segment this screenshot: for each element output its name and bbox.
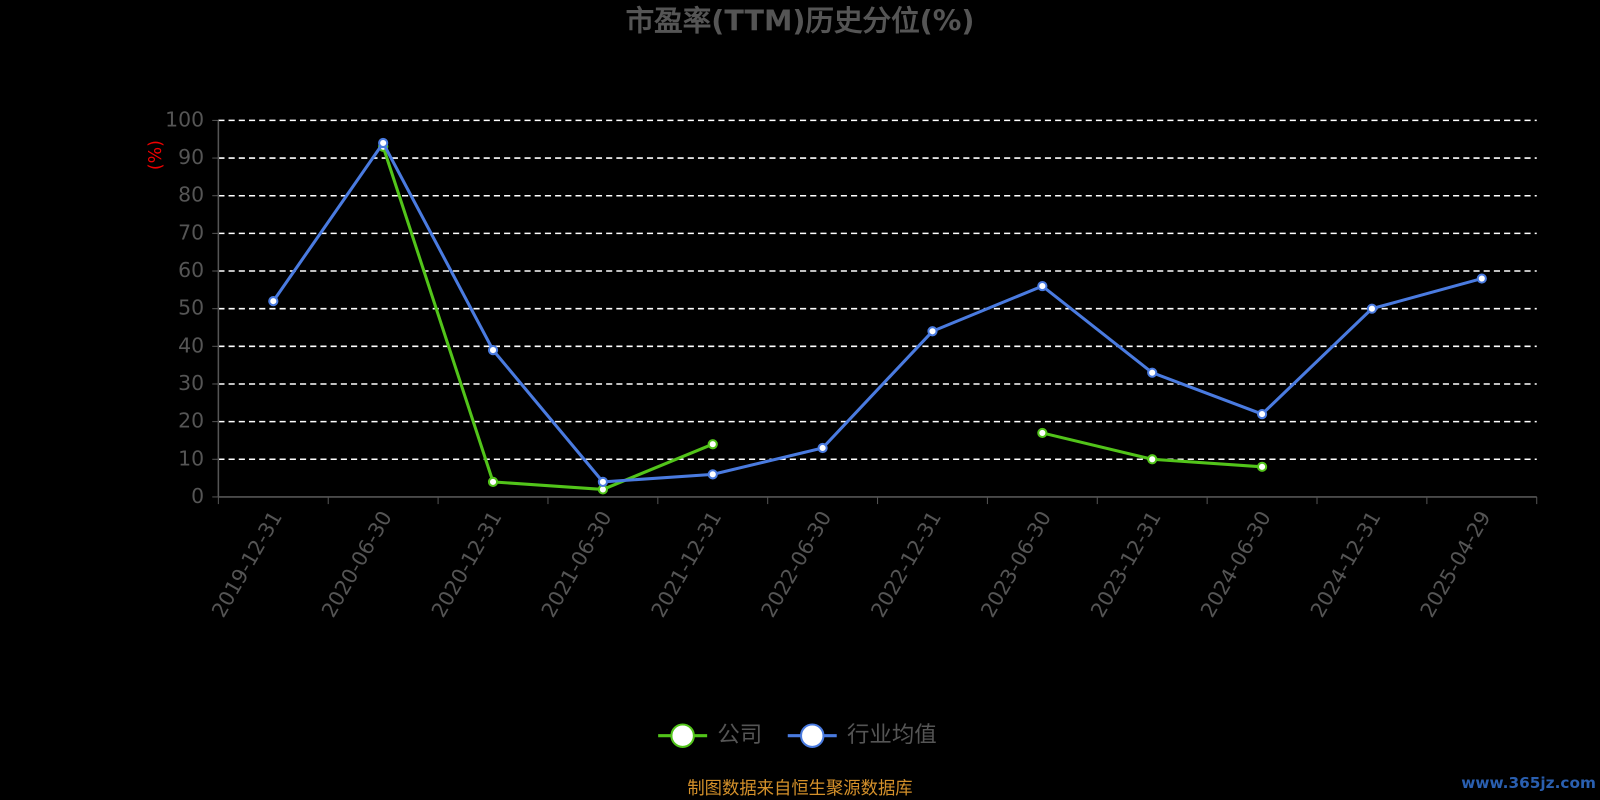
x-tick-label: 2020-06-30 bbox=[317, 507, 397, 622]
series-line bbox=[381, 146, 1263, 491]
data-point bbox=[1147, 454, 1158, 465]
legend-label: 公司 bbox=[717, 722, 762, 748]
data-point bbox=[487, 344, 499, 356]
y-tick-label: 10 bbox=[178, 446, 204, 470]
y-tick-label: 0 bbox=[191, 484, 204, 508]
source-note: 制图数据来自恒生聚源数据库 bbox=[687, 779, 912, 799]
x-tick-label: 2024-06-30 bbox=[1196, 507, 1276, 622]
y-tick-label: 30 bbox=[178, 371, 204, 395]
x-tick-label: 2024-12-31 bbox=[1306, 507, 1386, 622]
data-point bbox=[1366, 303, 1378, 314]
legend-marker bbox=[670, 723, 695, 748]
y-tick-label: 100 bbox=[165, 107, 204, 131]
data-point bbox=[1037, 280, 1048, 292]
data-point bbox=[487, 476, 499, 487]
series-line bbox=[272, 140, 1483, 484]
x-tick-label: 2023-12-31 bbox=[1086, 507, 1166, 622]
data-point bbox=[1256, 409, 1268, 420]
data-point bbox=[1476, 273, 1487, 284]
x-tick-label: 2021-06-30 bbox=[536, 507, 616, 622]
x-tick-label: 2022-06-30 bbox=[756, 507, 836, 622]
data-point bbox=[927, 326, 938, 337]
x-tick-label: 2025-04-29 bbox=[1415, 507, 1495, 622]
x-tick-label: 2023-06-30 bbox=[976, 507, 1056, 622]
y-tick-label: 70 bbox=[178, 220, 204, 244]
y-tick-label: 50 bbox=[178, 296, 204, 320]
data-point bbox=[597, 476, 608, 487]
data-point bbox=[1037, 427, 1048, 439]
x-tick-label: 2020-12-31 bbox=[427, 507, 507, 622]
data-point bbox=[1147, 367, 1158, 378]
x-tick-label: 2022-12-31 bbox=[866, 507, 946, 622]
chart-title: 市盈率(TTM)历史分位(%) bbox=[626, 3, 975, 37]
data-point bbox=[817, 442, 828, 454]
y-tick-label: 40 bbox=[178, 333, 204, 357]
x-tick-label: 2021-12-31 bbox=[646, 507, 726, 622]
legend-label: 行业均值 bbox=[847, 722, 937, 748]
y-tick-label: 90 bbox=[178, 145, 204, 169]
data-point bbox=[378, 137, 389, 149]
data-point bbox=[707, 439, 718, 450]
legend-marker bbox=[800, 723, 825, 748]
watermark: www.365jz.com bbox=[1461, 774, 1596, 792]
y-tick-label: 20 bbox=[178, 409, 204, 433]
data-point bbox=[707, 469, 718, 480]
y-tick-label: 60 bbox=[178, 258, 204, 282]
y-axis-label: (%) bbox=[146, 140, 166, 170]
x-tick-label: 2019-12-31 bbox=[207, 507, 287, 622]
data-point bbox=[268, 296, 279, 307]
data-point bbox=[1256, 461, 1268, 472]
y-tick-label: 80 bbox=[178, 183, 204, 207]
